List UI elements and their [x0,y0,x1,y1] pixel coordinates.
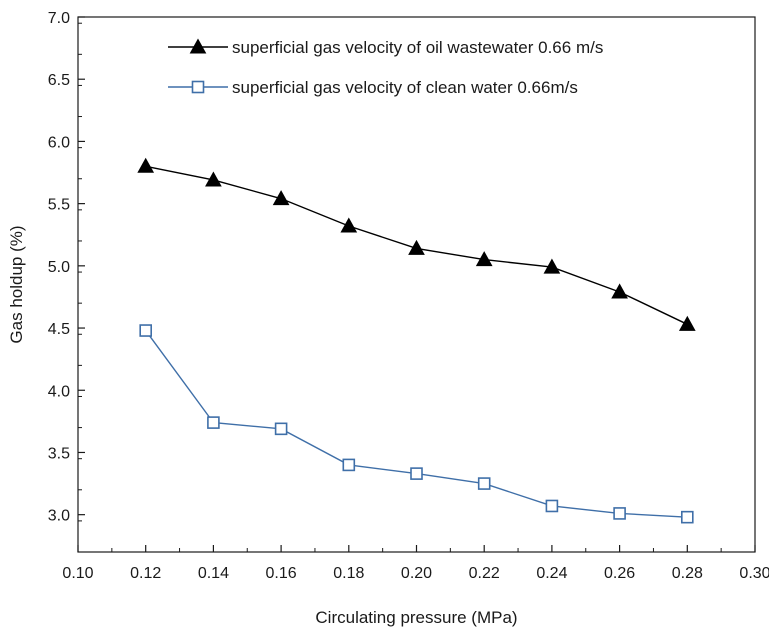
y-tick-label-8: 7.0 [48,10,70,27]
series-0-point-5 [475,251,493,267]
y-tick-label-2: 4.0 [48,383,70,400]
legend: superficial gas velocity of oil wastewat… [168,38,603,97]
y-tick-label-0: 3.0 [48,508,70,525]
x-axis-title: Circulating pressure (MPa) [315,608,517,627]
series-1-point-1 [207,416,220,429]
series-1 [139,324,694,524]
series-1-point-0 [139,324,152,337]
series-0-point-6 [543,258,561,274]
series-1-point-2 [274,422,288,436]
series-0-point-3 [340,217,358,233]
series-1-point-8 [680,510,694,524]
series-0-point-0 [137,157,155,173]
x-tick-label-0: 0.10 [62,565,93,582]
y-tick-label-6: 6.0 [48,134,70,151]
x-tick-label-1: 0.12 [130,565,161,582]
legend-label-0: superficial gas velocity of oil wastewat… [232,38,603,57]
y-axis-title: Gas holdup (%) [7,225,26,343]
x-tick-label-3: 0.16 [266,565,297,582]
series-0-point-7 [611,283,628,299]
legend-marker-0 [189,38,207,54]
y-tick-label-7: 6.5 [48,72,70,89]
y-tick-label-5: 5.5 [48,197,70,214]
y-tick-label-3: 4.5 [48,321,70,338]
series-1-line [145,330,688,518]
x-tick-label-9: 0.28 [672,565,703,582]
legend-label-1: superficial gas velocity of clean water … [232,78,578,97]
series-0 [137,157,696,331]
plot-frame [77,16,756,553]
plot-series [137,157,696,524]
series-0-point-8 [678,315,696,331]
y-tick-label-4: 5.0 [48,259,70,276]
x-tick-label-2: 0.14 [198,565,229,582]
x-tick-label-4: 0.18 [333,565,364,582]
series-1-point-6 [545,499,559,513]
series-0-point-1 [205,171,222,187]
series-1-point-5 [477,477,491,490]
x-tick-label-7: 0.24 [536,565,567,582]
x-tick-label-5: 0.20 [401,565,432,582]
y-tick-label-1: 3.5 [48,445,70,462]
series-1-point-4 [410,467,423,480]
x-tick-label-10: 0.30 [739,565,769,582]
series-0-point-4 [408,239,425,255]
y-axis: 3.0 3.5 4.0 4.5 5.0 5.5 6.0 6.5 7.0 [48,10,85,553]
series-1-point-7 [613,507,626,520]
series-1-point-3 [342,458,356,472]
x-axis: 0.10 0.12 0.14 0.16 0.18 0.20 0.22 0.24 0.26 0.28… [62,545,769,582]
x-tick-label-8: 0.26 [604,565,635,582]
series-0-point-2 [272,190,290,206]
x-tick-label-6: 0.22 [469,565,500,582]
legend-marker-1 [191,80,205,94]
